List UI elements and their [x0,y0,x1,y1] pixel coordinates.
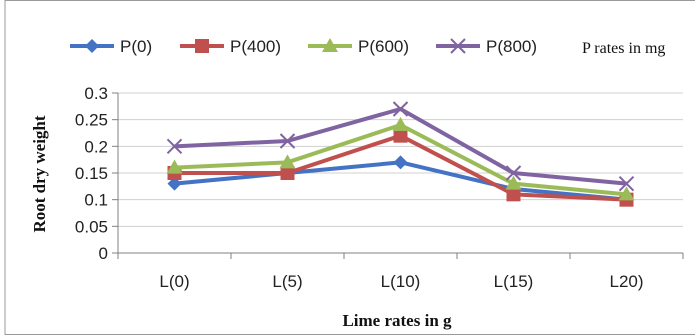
y-tick-label: 0.15 [75,164,108,183]
y-tick-label: 0.05 [75,217,108,236]
data-point-p-600 [166,159,183,174]
data-point-p-400 [506,187,521,202]
marker-stroke [450,38,466,54]
legend-item-p-800: P(800) [436,37,537,56]
data-point-p-600 [505,175,522,190]
data-point-p-800 [166,138,183,155]
data-point-p-400 [393,128,408,143]
legend-swatch-marker [85,39,99,53]
legend-item-p-600: P(600) [308,37,409,56]
y-tick-label: 0 [99,244,108,263]
y-tick-labels: 0 0.05 0.1 0.15 0.2 0.25 0.3 [75,84,108,263]
x-tick-label: L(0) [159,272,189,291]
axes [112,92,684,259]
data-point-p-800 [279,133,296,149]
data-point-p-400 [280,166,295,180]
series-p-600 [166,117,635,201]
legend-item-p-0: P(0) [70,37,152,56]
legend-swatch-marker [195,39,209,53]
x-tick-label: L(5) [272,272,302,291]
legend-item-p-400: P(400) [180,37,281,56]
y-tick-label: 0.2 [84,137,108,156]
x-tick-labels: L(0) L(5) L(10) L(15) L20) [159,272,643,291]
legend-swatch-marker [450,38,466,54]
marker-stroke [392,101,409,117]
marker-stroke [505,165,522,181]
x-tick-label: L20) [609,272,643,291]
data-point-p-800 [392,101,409,117]
marker-stroke [618,175,635,192]
marker-stroke [279,133,296,149]
legend-label: P(800) [486,37,537,56]
data-point-p-800 [618,175,635,192]
x-tick-label: L(10) [381,272,421,291]
x-axis-title: Lime rates in g [342,311,452,330]
data-point-p-800 [505,165,522,181]
y-tick-label: 0.3 [84,84,108,103]
data-point-p-0 [393,155,408,170]
data-point-p-600 [618,186,635,201]
data-point-p-600 [392,117,409,131]
legend-label: P(0) [120,37,152,56]
legend-label: P(600) [358,37,409,56]
data-point-p-0 [167,176,182,191]
series-p-800 [166,101,635,192]
y-axis-title: Root dry weight [30,115,49,232]
series-lines [166,101,635,207]
legend-swatch-marker [322,38,338,52]
y-tick-label: 0.1 [84,191,108,210]
legend-note: P rates in mg [582,40,665,57]
data-point-p-600 [279,154,296,169]
legend-label: P(400) [230,37,281,56]
y-tick-label: 0.25 [75,111,108,130]
x-tick-label: L(15) [494,272,534,291]
marker-stroke [166,138,183,155]
legend: P(0) P(400) P(600) P(800) [70,37,537,56]
